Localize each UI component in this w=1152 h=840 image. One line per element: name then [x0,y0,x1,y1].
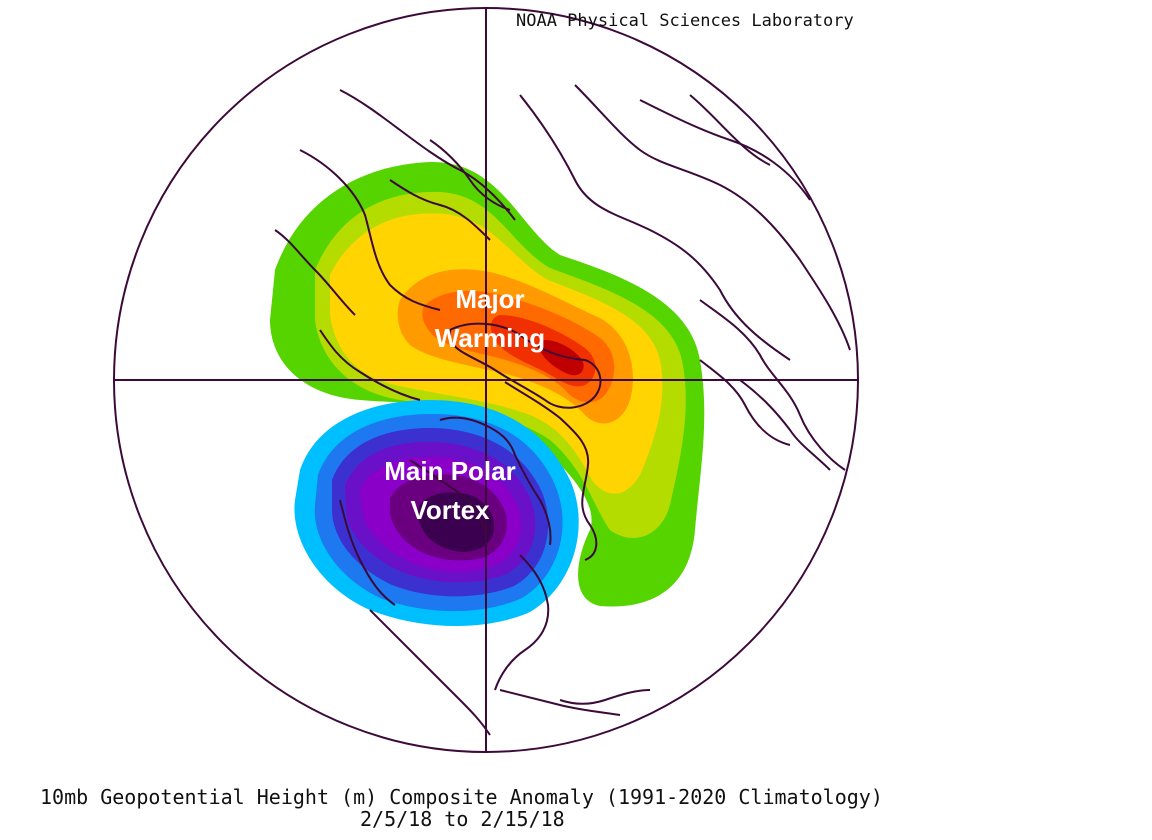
annotation-major-warming: Major Warming [420,280,560,358]
globe-outline [113,7,859,753]
negative-anomaly-field [294,400,579,627]
annotation-warming-line1: Major [455,284,525,314]
annotation-main-polar-vortex: Main Polar Vortex [360,452,540,530]
positive-anomaly-field [270,161,705,607]
negative-contour-7 [417,492,495,552]
annotation-vortex-line1: Main Polar [384,456,516,486]
caption-title: 10mb Geopotential Height (m) Composite A… [40,785,883,809]
annotation-warming-line2: Warming [434,323,546,353]
positive-contour-7 [539,340,584,376]
map-caption: 10mb Geopotential Height (m) Composite A… [40,785,940,830]
annotation-vortex-line2: Vortex [410,495,490,525]
coastlines [274,84,851,736]
caption-date-range: 2/5/18 to 2/15/18 [360,807,565,831]
credit-label: NOAA Physical Sciences Laboratory [516,11,854,31]
